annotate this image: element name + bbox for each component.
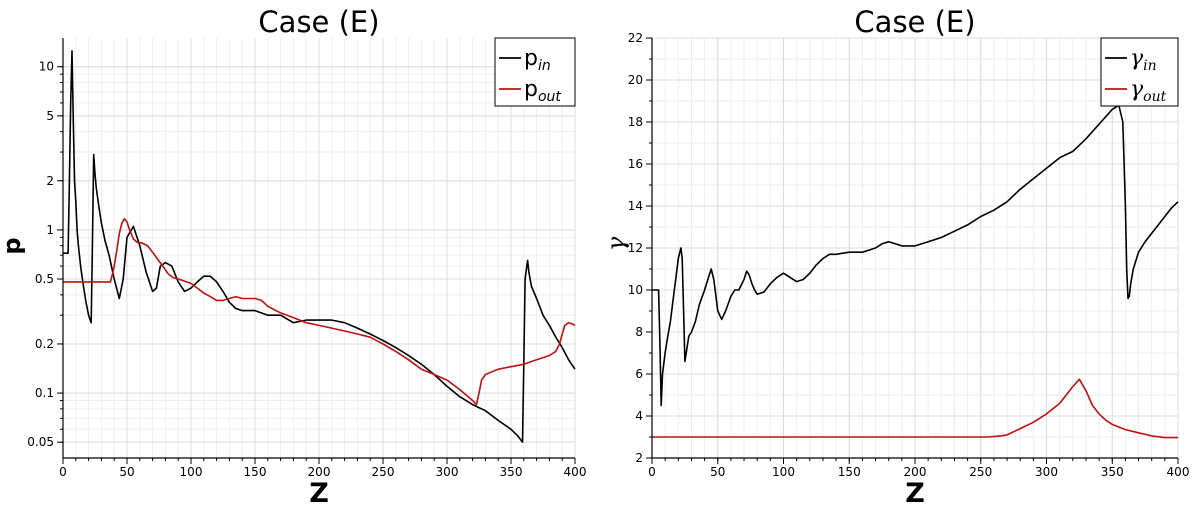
chart-p-title: Case (E)	[258, 5, 379, 39]
y-tick-label: 10	[628, 283, 643, 297]
y-tick-label: 12	[628, 241, 643, 255]
x-tick-label: 250	[969, 465, 992, 479]
series-line-in	[63, 50, 576, 444]
x-tick-label: 150	[244, 465, 267, 479]
chart-gamma: Case (E) 0 50 100 150 200 250 300 350 400 2 4 6 8 10 1…	[602, 5, 1189, 509]
y-tick-label: 0.5	[35, 272, 54, 286]
x-tick-label: 200	[904, 465, 927, 479]
y-tick-label: 0.1	[35, 386, 54, 400]
x-tick-label: 100	[772, 465, 795, 479]
y-tick-label: 2	[635, 451, 643, 465]
x-tick-label: 300	[436, 465, 459, 479]
chart-p-grid	[62, 38, 576, 458]
chart-gamma-ticks: 0 50 100 150 200 250 300 350 400 2 4 6 8 10 12 14 16 18 20…	[628, 31, 1190, 479]
series-line-out	[63, 218, 576, 406]
x-tick-label: 300	[1035, 465, 1058, 479]
y-tick-label: 1	[46, 223, 54, 237]
legend-subscript-in: in	[1143, 58, 1157, 74]
chart-p-x-axis-label: Z	[309, 478, 329, 509]
y-tick-label: 0.05	[27, 435, 54, 449]
y-tick-label: 4	[635, 409, 643, 423]
x-tick-label: 250	[372, 465, 395, 479]
y-tick-label: 2	[46, 174, 54, 188]
legend-subscript-out: out	[1143, 89, 1166, 105]
chart-p-y-axis-label: p	[0, 237, 26, 254]
y-tick-label: 10	[39, 60, 54, 74]
x-tick-label: 0	[59, 465, 67, 479]
chart-gamma-grid	[651, 37, 1179, 459]
x-tick-label: 400	[564, 465, 587, 479]
chart-gamma-title: Case (E)	[854, 5, 975, 39]
chart-p-lines	[63, 50, 576, 444]
chart-p-ticks: 0 50 100 150 200 250 300 350 400 0.05 0.1 0.2 0.5 1 2 5…	[27, 60, 586, 479]
y-tick-label: 0.2	[35, 337, 54, 351]
x-tick-label: 50	[119, 465, 134, 479]
x-tick-label: 400	[1167, 465, 1190, 479]
x-tick-label: 350	[1101, 465, 1124, 479]
legend-box	[494, 37, 576, 107]
y-tick-label: 16	[628, 157, 643, 171]
legend-subscript-out: out	[538, 89, 561, 105]
x-tick-label: 350	[500, 465, 523, 479]
y-tick-label: 14	[628, 199, 643, 213]
y-tick-label: 8	[635, 325, 643, 339]
x-tick-label: 100	[180, 465, 203, 479]
series-line-out	[652, 378, 1178, 439]
chart-p: Case (E) 0 50 100 150 200 250 300 350 400 0.05 0.1…	[0, 5, 586, 509]
chart-gamma-x-axis-label: Z	[905, 478, 925, 509]
chart-gamma-y-axis-label: γ	[602, 236, 630, 251]
y-tick-label: 18	[628, 115, 643, 129]
x-tick-label: 150	[838, 465, 861, 479]
legend-subscript-in: in	[538, 58, 551, 74]
legend-box	[1100, 37, 1179, 107]
y-tick-label: 20	[628, 73, 643, 87]
y-tick-label: 6	[635, 367, 643, 381]
y-tick-label: 22	[628, 31, 643, 45]
x-tick-label: 200	[308, 465, 331, 479]
x-tick-label: 50	[710, 465, 725, 479]
x-tick-label: 0	[648, 465, 656, 479]
y-tick-label: 5	[46, 109, 54, 123]
